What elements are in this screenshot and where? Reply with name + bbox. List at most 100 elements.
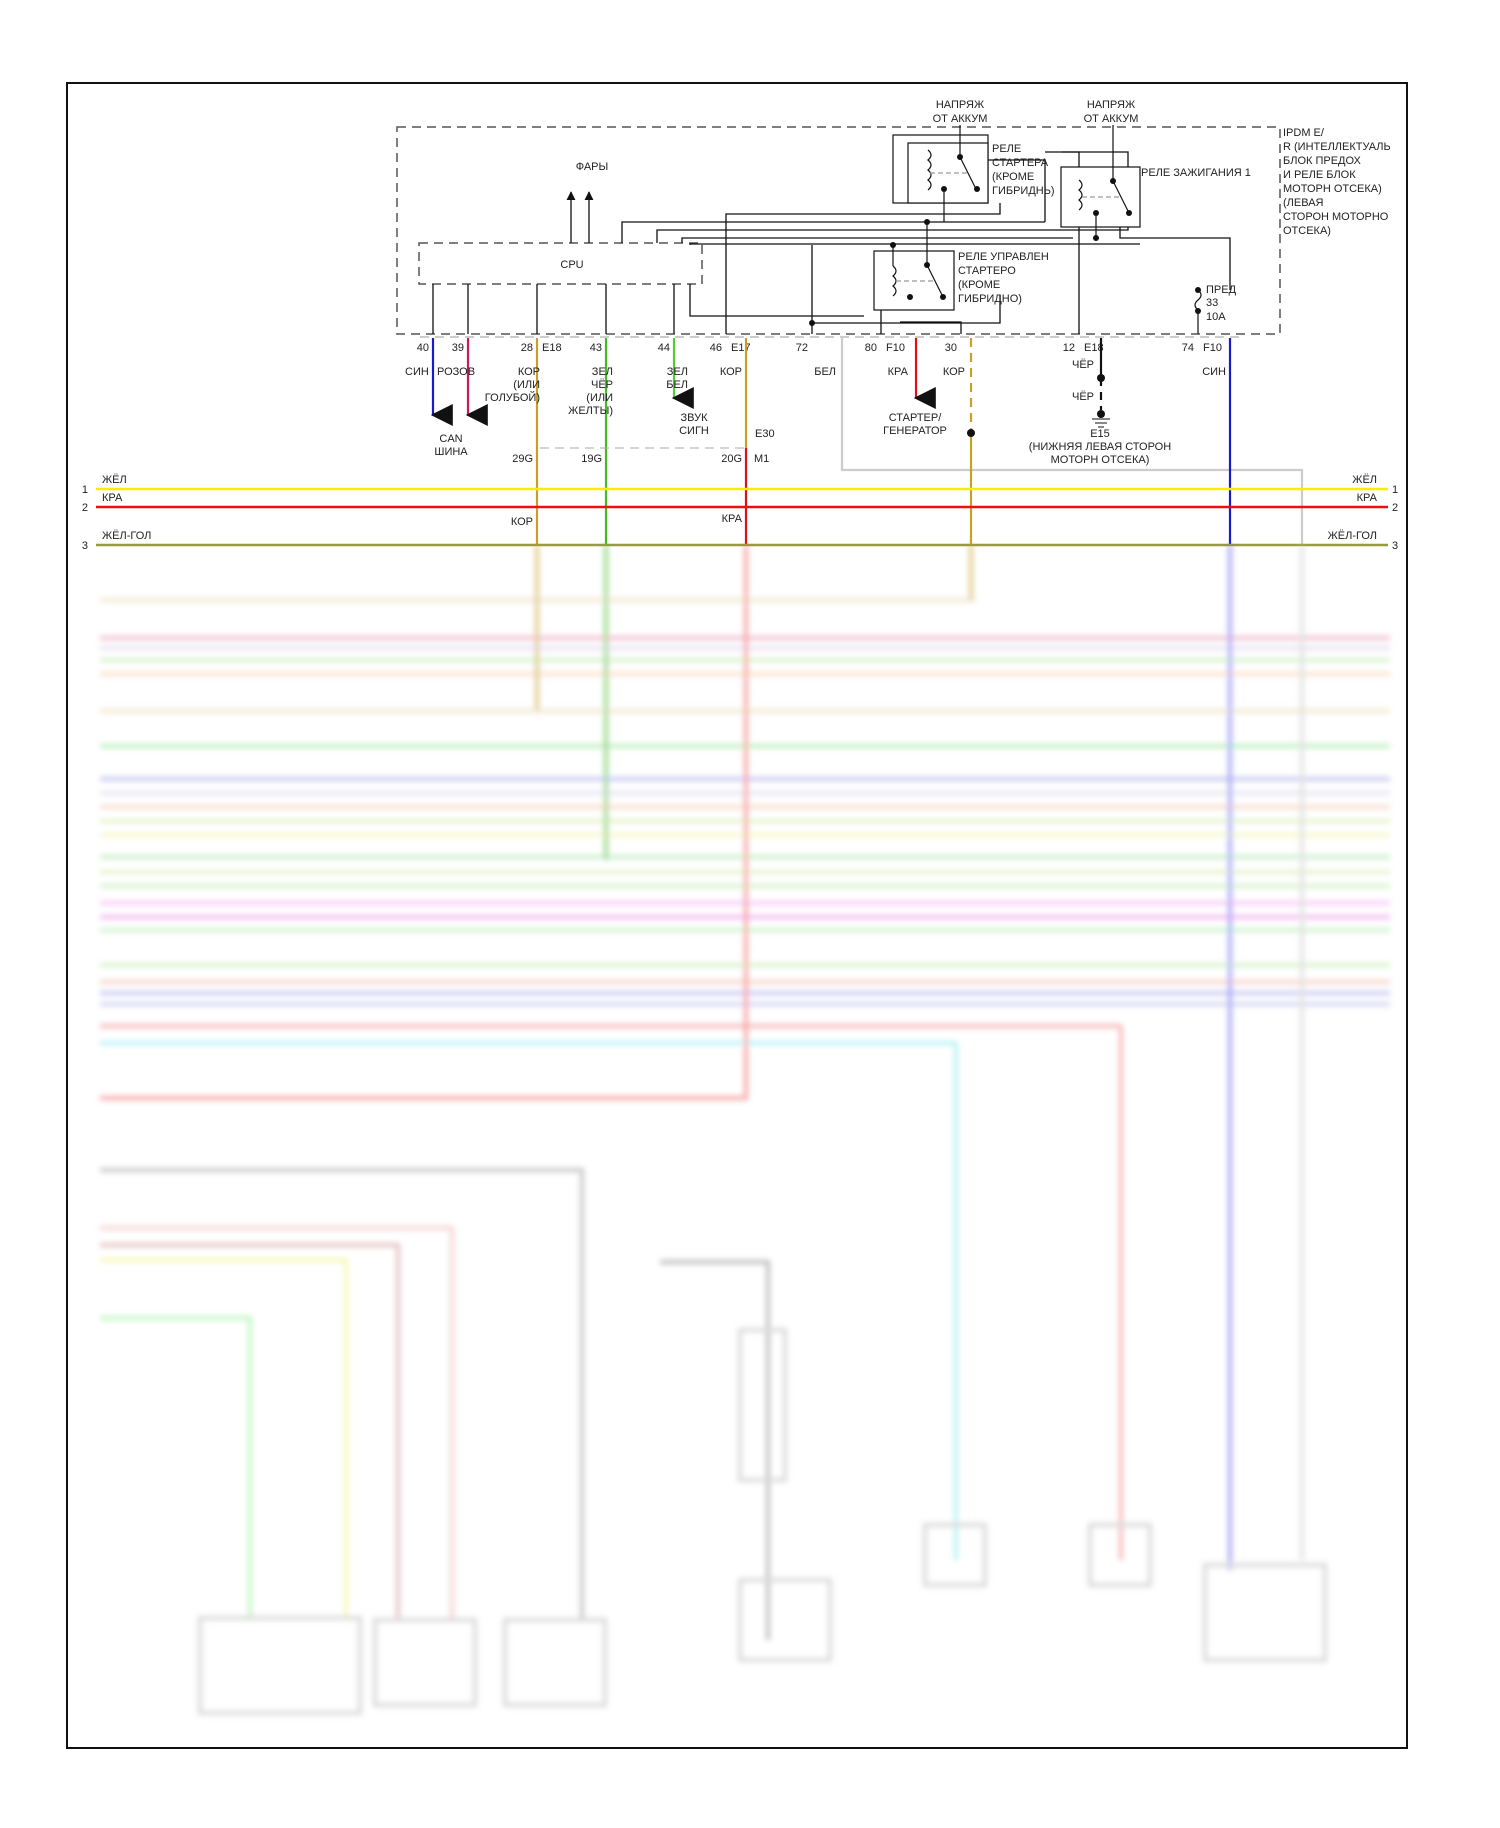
starter-relay-contacts (927, 125, 977, 222)
svg-text:44: 44 (658, 342, 670, 354)
svg-text:M1: M1 (754, 453, 769, 465)
svg-text:КРА: КРА (888, 366, 909, 378)
svg-text:ЖЁЛ-ГОЛ: ЖЁЛ-ГОЛ (1328, 530, 1377, 542)
svg-text:ЖЁЛ-ГОЛ: ЖЁЛ-ГОЛ (102, 530, 151, 542)
svg-text:12: 12 (1063, 342, 1075, 354)
svg-text:ЗВУК: ЗВУК (680, 412, 708, 424)
svg-text:ШИНА: ШИНА (434, 446, 468, 458)
ipdm-title: IPDM E/ R (ИНТЕЛЛЕКТУАЛЬ БЛОК ПРЕДОХ И Р… (1283, 127, 1391, 237)
svg-text:3: 3 (82, 540, 88, 552)
ipdm-title-line: СТОРОН МОТОРНО (1283, 211, 1389, 223)
ipdm-title-line: ОТСЕКА) (1283, 225, 1331, 237)
svg-text:CAN: CAN (439, 433, 462, 445)
cpu-box (418, 242, 703, 285)
svg-text:33: 33 (1206, 297, 1218, 309)
svg-text:ЗЕЛ: ЗЕЛ (592, 366, 613, 378)
svg-text:10A: 10A (1206, 311, 1226, 323)
ipdm-title-line: IPDM E/ (1283, 127, 1325, 139)
svg-text:E17: E17 (731, 342, 751, 354)
svg-text:43: 43 (590, 342, 602, 354)
ipdm-title-line: (ЛЕВАЯ (1283, 197, 1324, 209)
svg-text:ЖЕЛТЫ): ЖЕЛТЫ) (568, 405, 613, 417)
svg-text:ЗЕЛ: ЗЕЛ (667, 366, 688, 378)
headlights-label: ФАРЫ (576, 161, 609, 173)
ipdm-title-line: И РЕЛЕ БЛОК (1283, 169, 1356, 181)
diagram-frame (66, 82, 1408, 1749)
ipdm-output-wires (430, 338, 1304, 545)
svg-text:СТАРТЕРА: СТАРТЕРА (992, 157, 1049, 169)
svg-text:ЧЁР: ЧЁР (1072, 391, 1094, 403)
svg-text:ГИБРИДНО): ГИБРИДНО) (958, 293, 1022, 305)
svg-text:СИГН: СИГН (679, 425, 709, 437)
svg-text:СТАРТЕРО: СТАРТЕРО (958, 265, 1016, 277)
svg-text:КРА: КРА (1357, 492, 1378, 504)
svg-text:46: 46 (710, 342, 722, 354)
starter-control-relay-label: РЕЛЕ УПРАВЛЕН СТАРТЕРО (КРОМЕ ГИБРИДНО) (958, 251, 1049, 305)
svg-text:СТАРТЕР/: СТАРТЕР/ (889, 412, 943, 424)
svg-text:СИН: СИН (1202, 366, 1226, 378)
svg-text:КРА: КРА (722, 513, 743, 525)
svg-text:БЕЛ: БЕЛ (814, 366, 836, 378)
svg-text:(ИЛИ: (ИЛИ (586, 392, 613, 404)
svg-text:ГИБРИДНЬ): ГИБРИДНЬ) (992, 185, 1055, 197)
wire-labels: СИН РОЗОВ КОР (ИЛИ ГОЛУБОЙ) ЗЕЛ ЧЁР (ИЛИ… (405, 359, 1226, 528)
svg-text:29G: 29G (512, 453, 533, 465)
ipdm-title-line: R (ИНТЕЛЛЕКТУАЛЬ (1283, 141, 1391, 153)
svg-text:20G: 20G (721, 453, 742, 465)
starter-control-relay-contacts (892, 222, 944, 298)
svg-text:F10: F10 (1203, 342, 1222, 354)
svg-text:28: 28 (521, 342, 533, 354)
svg-text:КРА: КРА (102, 492, 123, 504)
svg-text:ЧЁР: ЧЁР (591, 379, 613, 391)
battery-voltage-label: НАПРЯЖ (936, 99, 984, 111)
cpu-label: CPU (560, 259, 583, 271)
battery-voltage-label: ОТ АККУМ (1084, 113, 1139, 125)
svg-text:КОР: КОР (518, 366, 540, 378)
svg-text:ПРЕД: ПРЕД (1206, 284, 1237, 296)
svg-text:40: 40 (417, 342, 429, 354)
fuse-33: ПРЕД 33 10A (1194, 284, 1237, 334)
battery-voltage-label: ОТ АККУМ (933, 113, 988, 125)
starter-relay-label: РЕЛЕ СТАРТЕРА (КРОМЕ ГИБРИДНЬ) (992, 143, 1055, 197)
svg-text:19G: 19G (581, 453, 602, 465)
ground-icon (1092, 418, 1110, 428)
ipdm-title-line: БЛОК ПРЕДОХ (1283, 155, 1362, 167)
svg-text:ЖЁЛ: ЖЁЛ (1352, 474, 1377, 486)
ignition-relay-label: РЕЛЕ ЗАЖИГАНИЯ 1 (1141, 167, 1251, 179)
svg-text:E15: E15 (1090, 428, 1110, 440)
svg-text:2: 2 (82, 502, 88, 514)
svg-text:1: 1 (1392, 484, 1398, 496)
svg-text:F10: F10 (886, 342, 905, 354)
svg-text:30: 30 (945, 342, 957, 354)
svg-text:72: 72 (796, 342, 808, 354)
ipdm-box (396, 126, 1281, 335)
svg-text:КОР: КОР (720, 366, 742, 378)
svg-text:ГОЛУБОЙ): ГОЛУБОЙ) (485, 391, 540, 404)
svg-text:ГЕНЕРАТОР: ГЕНЕРАТОР (883, 425, 947, 437)
svg-text:(КРОМЕ: (КРОМЕ (992, 171, 1034, 183)
svg-text:ЖЁЛ: ЖЁЛ (102, 474, 127, 486)
svg-text:39: 39 (452, 342, 464, 354)
svg-text:РЕЛЕ УПРАВЛЕН: РЕЛЕ УПРАВЛЕН (958, 251, 1049, 263)
svg-text:БЕЛ: БЕЛ (666, 379, 688, 391)
svg-text:МОТОРН ОТСЕКА): МОТОРН ОТСЕКА) (1051, 454, 1150, 466)
svg-text:(НИЖНЯЯ ЛЕВАЯ СТОРОН: (НИЖНЯЯ ЛЕВАЯ СТОРОН (1029, 441, 1171, 453)
battery-voltage-label: НАПРЯЖ (1087, 99, 1135, 111)
svg-text:1: 1 (82, 484, 88, 496)
svg-text:КОР: КОР (943, 366, 965, 378)
ipdm-title-line: МОТОРН ОТСЕКА) (1283, 183, 1382, 195)
svg-text:74: 74 (1182, 342, 1194, 354)
pin-labels: 40 39 28 E18 43 44 46 E17 72 80 F10 30 12 E1… (417, 342, 1222, 354)
svg-text:80: 80 (865, 342, 877, 354)
svg-text:СИН: СИН (405, 366, 429, 378)
cpu-wiring (432, 151, 1231, 334)
svg-text:3: 3 (1392, 540, 1398, 552)
svg-text:(КРОМЕ: (КРОМЕ (958, 279, 1000, 291)
svg-text:E18: E18 (542, 342, 562, 354)
ignition-relay-contacts (1078, 125, 1130, 238)
svg-text:E18: E18 (1084, 342, 1104, 354)
bus-lines: 1 2 3 ЖЁЛ КРА ЖЁЛ-ГОЛ 1 2 3 ЖЁЛ КРА ЖЁЛ-… (82, 474, 1398, 552)
svg-text:РОЗОВ: РОЗОВ (437, 366, 475, 378)
svg-text:КОР: КОР (511, 516, 533, 528)
